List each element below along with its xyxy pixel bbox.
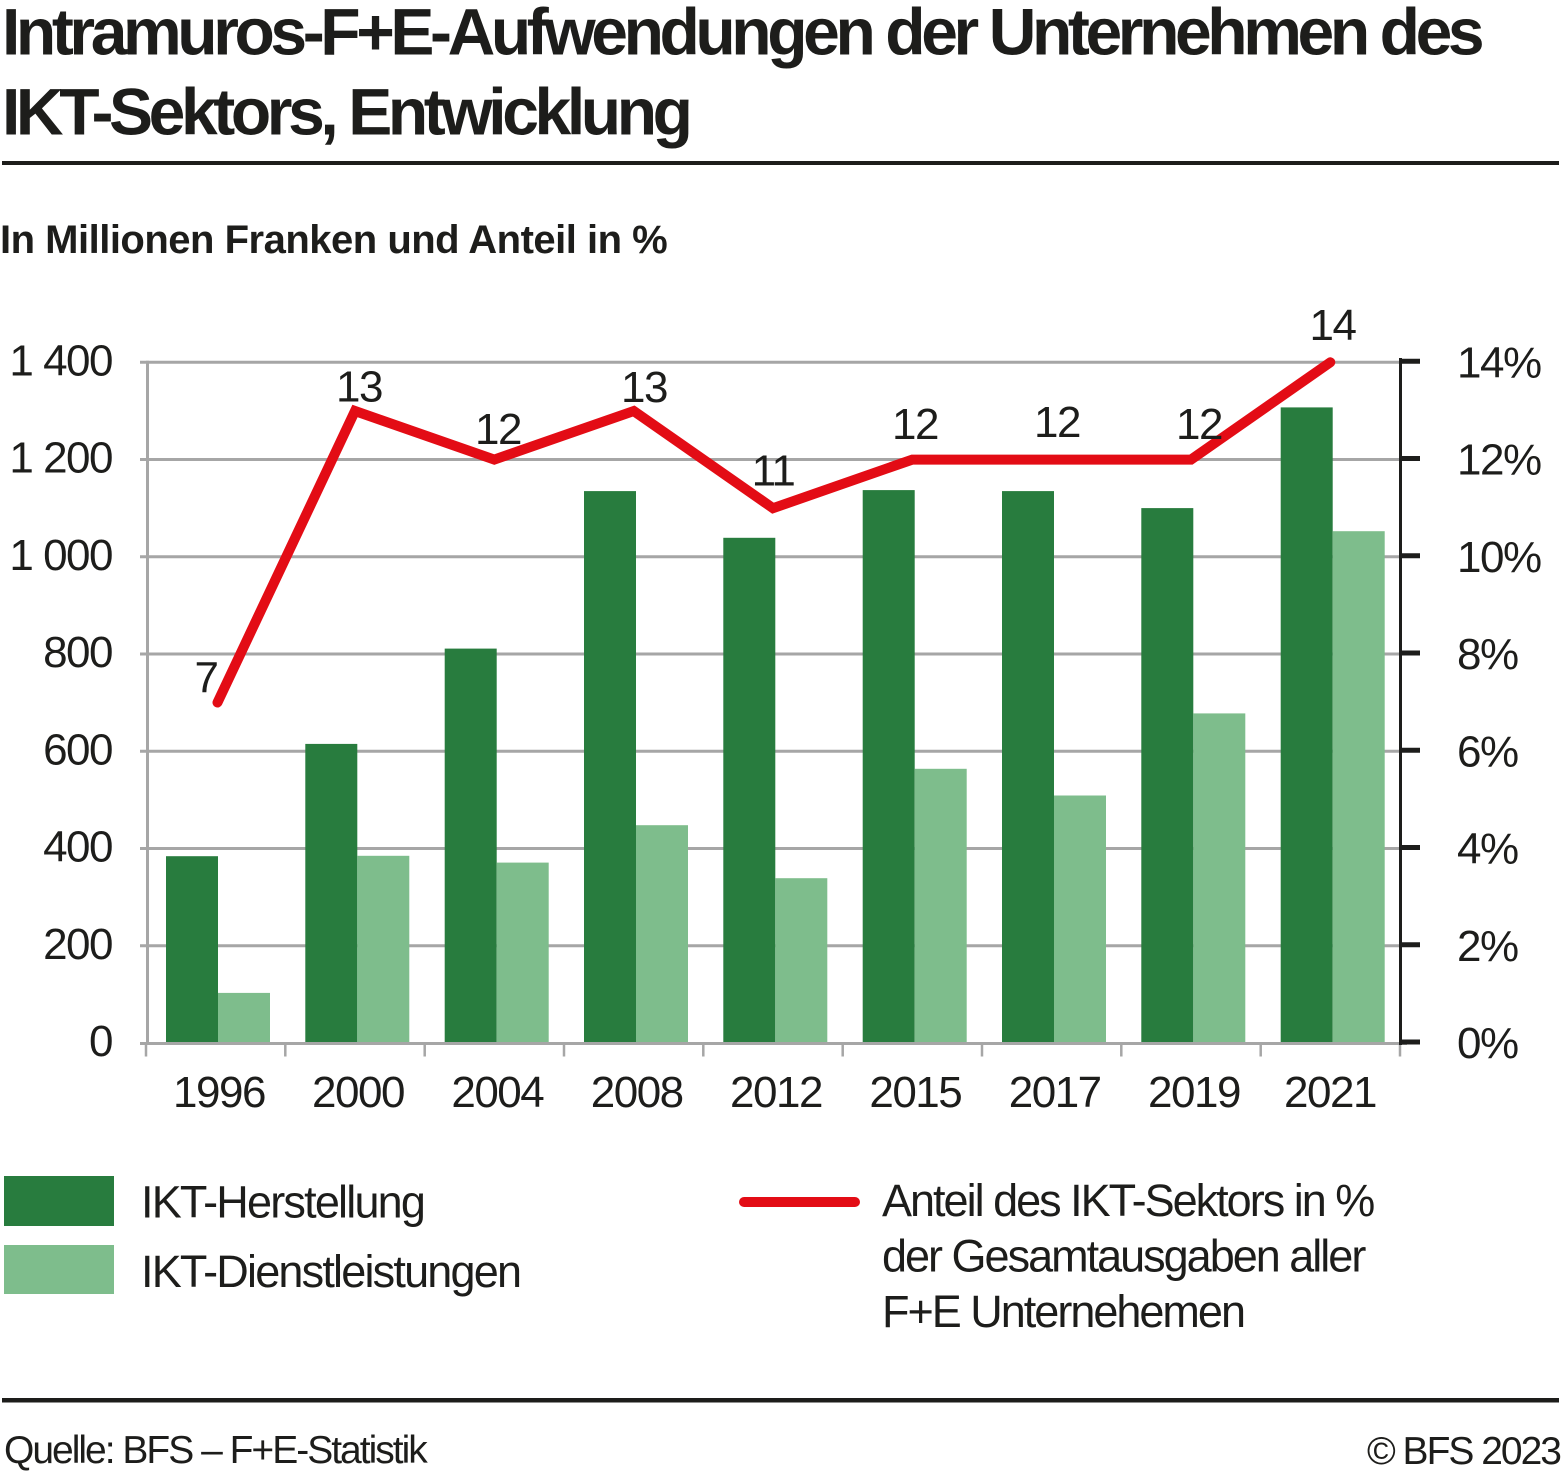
svg-text:IKT-Dienstleistungen: IKT-Dienstleistungen — [141, 1246, 520, 1297]
svg-text:der Gesamtausgaben aller: der Gesamtausgaben aller — [882, 1231, 1366, 1282]
svg-text:1 000: 1 000 — [9, 531, 112, 580]
svg-text:600: 600 — [43, 725, 112, 774]
svg-text:2000: 2000 — [312, 1068, 404, 1117]
svg-text:2017: 2017 — [1009, 1068, 1101, 1117]
svg-text:Anteil des IKT-Sektors in %: Anteil des IKT-Sektors in % — [882, 1175, 1374, 1226]
svg-text:14%: 14% — [1457, 338, 1541, 387]
svg-text:2004: 2004 — [451, 1068, 544, 1117]
svg-text:12: 12 — [1034, 398, 1080, 447]
svg-text:IKT-Sektors, Entwicklung: IKT-Sektors, Entwicklung — [2, 75, 689, 149]
svg-text:IKT-Herstellung: IKT-Herstellung — [141, 1177, 424, 1228]
svg-text:1 200: 1 200 — [9, 434, 112, 483]
svg-text:13: 13 — [336, 363, 382, 412]
svg-text:2012: 2012 — [730, 1068, 822, 1117]
svg-text:2015: 2015 — [869, 1068, 961, 1117]
svg-text:12: 12 — [892, 400, 938, 449]
svg-text:12%: 12% — [1457, 436, 1541, 485]
svg-text:1 400: 1 400 — [9, 336, 112, 385]
svg-text:2%: 2% — [1457, 922, 1518, 971]
svg-text:12: 12 — [475, 405, 521, 454]
svg-text:12: 12 — [1176, 400, 1222, 449]
svg-text:10%: 10% — [1457, 533, 1541, 582]
svg-text:400: 400 — [43, 823, 112, 872]
svg-text:800: 800 — [43, 628, 112, 677]
svg-text:2019: 2019 — [1148, 1068, 1240, 1117]
svg-text:Intramuros-F+E-Aufwendungen de: Intramuros-F+E-Aufwendungen der Unterneh… — [2, 0, 1482, 69]
svg-text:7: 7 — [195, 654, 218, 703]
svg-text:8%: 8% — [1457, 630, 1518, 679]
svg-text:14: 14 — [1310, 301, 1357, 350]
svg-text:Quelle: BFS – F+E-Statistik: Quelle: BFS – F+E-Statistik — [4, 1429, 428, 1472]
svg-text:200: 200 — [43, 920, 112, 969]
svg-text:1996: 1996 — [173, 1068, 265, 1117]
svg-text:2021: 2021 — [1284, 1068, 1376, 1117]
svg-text:In Millionen Franken und Antei: In Millionen Franken und Anteil in % — [0, 218, 667, 262]
svg-text:F+E Unternehemen: F+E Unternehemen — [882, 1286, 1244, 1337]
svg-text:13: 13 — [621, 363, 667, 412]
svg-text:0%: 0% — [1457, 1019, 1518, 1068]
svg-text:11: 11 — [752, 447, 795, 496]
svg-text:2008: 2008 — [591, 1068, 683, 1117]
svg-text:4%: 4% — [1457, 825, 1518, 874]
svg-text:© BFS 2023: © BFS 2023 — [1367, 1430, 1560, 1473]
svg-text:6%: 6% — [1457, 727, 1518, 776]
svg-text:0: 0 — [89, 1017, 112, 1066]
